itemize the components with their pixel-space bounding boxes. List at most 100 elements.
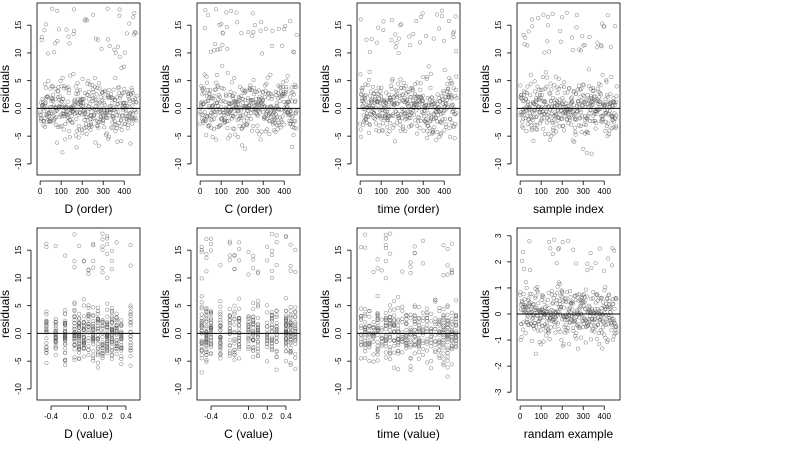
data-point	[549, 308, 554, 313]
data-point	[269, 248, 274, 253]
data-point	[255, 349, 260, 354]
data-point	[114, 346, 119, 352]
data-point	[412, 339, 417, 344]
data-point	[97, 105, 102, 110]
data-point	[359, 323, 364, 328]
data-point	[100, 342, 105, 347]
data-point	[259, 20, 264, 25]
data-point	[420, 332, 425, 337]
data-point	[255, 271, 260, 276]
y-axis-title: residuals	[158, 290, 172, 338]
data-point	[519, 124, 525, 129]
data-point	[86, 322, 91, 327]
data-point	[223, 94, 229, 99]
data-point	[411, 112, 417, 117]
data-point	[423, 105, 428, 110]
data-point	[81, 259, 86, 264]
data-point	[232, 317, 237, 322]
data-point	[265, 127, 270, 132]
data-point	[451, 86, 456, 91]
data-point	[77, 324, 82, 329]
x-tick-label: 200	[76, 187, 90, 196]
data-point	[448, 116, 453, 122]
y-tick-label: 10	[494, 48, 503, 57]
data-point	[548, 81, 553, 86]
data-point	[360, 85, 365, 90]
data-point	[127, 96, 132, 102]
data-point	[122, 50, 127, 55]
data-point	[95, 316, 100, 321]
data-point	[399, 93, 404, 98]
data-point	[367, 50, 372, 55]
data-point	[401, 107, 406, 112]
data-point	[442, 117, 447, 122]
data-point	[520, 300, 525, 305]
data-point	[562, 90, 567, 95]
data-point	[542, 299, 547, 304]
data-point	[400, 334, 405, 340]
data-point	[255, 302, 260, 307]
data-point	[583, 123, 588, 128]
data-point	[410, 88, 415, 93]
y-tick-label: 0.0	[14, 327, 23, 339]
x-tick-label: 10	[394, 412, 403, 421]
data-point	[100, 335, 105, 340]
data-point	[204, 133, 209, 138]
data-point	[130, 121, 135, 126]
plot-frame	[196, 2, 301, 176]
data-point	[363, 356, 368, 361]
data-point	[105, 338, 110, 343]
data-point	[72, 111, 77, 116]
data-point	[54, 140, 60, 145]
data-point	[396, 326, 401, 331]
data-point	[82, 126, 87, 131]
data-point	[274, 339, 279, 345]
data-point	[236, 99, 241, 104]
y-tick-label: 15	[494, 20, 503, 29]
data-point	[383, 109, 388, 114]
data-point	[591, 94, 596, 99]
data-point	[597, 102, 602, 107]
data-point	[383, 232, 388, 237]
data-point	[375, 327, 380, 332]
data-point	[449, 310, 454, 315]
data-point	[368, 98, 373, 103]
data-point	[448, 95, 454, 100]
data-point	[243, 146, 248, 151]
data-point	[526, 117, 531, 122]
data-point	[435, 92, 440, 97]
y-tick-label: 5	[174, 78, 183, 83]
data-point	[208, 325, 214, 330]
data-point	[424, 74, 430, 79]
data-point	[246, 316, 251, 321]
data-point	[293, 247, 298, 252]
data-point	[584, 97, 589, 102]
data-point	[128, 343, 133, 348]
data-points	[199, 231, 298, 375]
data-point	[283, 344, 289, 349]
data-point	[433, 319, 438, 325]
data-point	[534, 324, 539, 329]
data-point	[408, 367, 413, 372]
data-point	[570, 95, 575, 100]
data-point	[453, 49, 459, 54]
data-point	[288, 362, 293, 367]
data-point	[99, 46, 104, 51]
data-point	[436, 105, 441, 110]
data-point	[247, 87, 253, 92]
data-point	[246, 347, 251, 352]
data-point	[61, 111, 66, 116]
data-point	[205, 87, 210, 93]
data-point	[416, 322, 421, 328]
data-point	[133, 118, 139, 123]
data-point	[613, 116, 618, 121]
y-tick-label: -5	[14, 132, 23, 140]
data-point	[114, 345, 119, 350]
data-point	[44, 361, 49, 366]
data-point	[105, 37, 110, 42]
data-point	[95, 37, 101, 42]
data-point	[568, 100, 574, 105]
data-point	[277, 122, 282, 128]
data-point	[431, 36, 436, 41]
